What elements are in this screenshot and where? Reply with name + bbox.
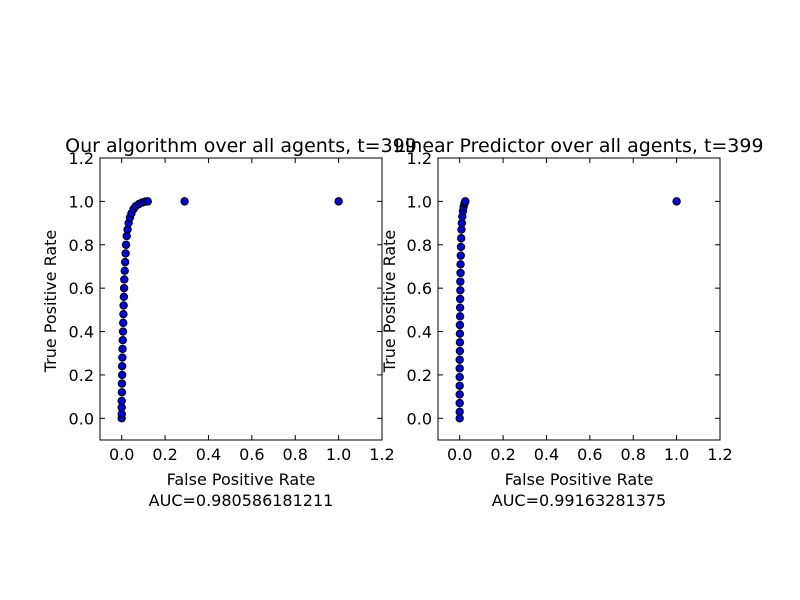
data-point	[461, 197, 470, 206]
data-point	[121, 240, 131, 249]
data-point	[118, 353, 127, 362]
data-point	[119, 283, 129, 293]
data-point	[117, 388, 127, 397]
x-tick-label: 0.4	[534, 445, 559, 464]
y-axis-label-left: True Positive Rate	[41, 230, 60, 374]
data-point	[118, 344, 127, 354]
x-tick-label: 1.0	[664, 445, 689, 464]
x-axis-label-right: False Positive Rate	[505, 470, 654, 489]
x-tick-label: 0.8	[283, 445, 308, 464]
x-tick-label: 1.2	[369, 445, 394, 464]
data-point	[120, 257, 130, 267]
data-point	[455, 320, 465, 330]
data-point	[455, 312, 465, 321]
data-point	[456, 242, 466, 252]
data-point	[119, 309, 128, 319]
auc-annotation-left: AUC=0.980586181211	[149, 491, 334, 510]
data-point	[456, 251, 465, 260]
chart-title-left: Our algorithm over all agents, t=399	[65, 135, 417, 157]
data-point	[455, 398, 464, 408]
y-axis-label-right: True Positive Rate	[380, 230, 399, 374]
data-point	[143, 197, 152, 206]
y-tick-label: 0.2	[69, 366, 94, 385]
y-tick-label: 1.2	[407, 149, 432, 168]
data-point	[455, 364, 464, 373]
data-point	[455, 338, 465, 347]
data-point	[120, 275, 129, 284]
plot-area-left: 0.0 0.2 0.4 0.6 0.8 1.0 1.2 0.0 0.2 0.4 0.6 0.8 1.0 1…	[69, 149, 395, 464]
axes-frame-right	[437, 157, 721, 441]
data-point	[118, 336, 127, 345]
data-point	[455, 355, 464, 364]
y-tick-label: 0.8	[407, 236, 432, 255]
data-point	[456, 268, 465, 278]
y-tick-label: 0.0	[69, 409, 94, 428]
data-point	[119, 292, 129, 302]
data-point	[117, 370, 127, 380]
data-point	[457, 234, 466, 243]
data-point	[672, 197, 681, 206]
data-point	[455, 381, 464, 390]
data-point	[456, 260, 465, 269]
data-point	[121, 249, 130, 258]
data-point	[455, 329, 465, 338]
data-point	[117, 379, 127, 388]
y-tick-label: 0.6	[69, 279, 94, 298]
x-tick-label: 0.2	[490, 445, 515, 464]
x-tick-label: 1.0	[326, 445, 351, 464]
axes-frame-left	[99, 157, 383, 441]
data-point	[119, 301, 128, 310]
x-tick-label: 0.8	[621, 445, 646, 464]
chart-title-right: Linear Predictor over all agents, t=399	[394, 135, 763, 157]
y-tick-label: 0.0	[407, 409, 432, 428]
data-point	[117, 396, 126, 406]
data-point	[119, 318, 128, 328]
x-tick-label: 0.6	[239, 445, 264, 464]
data-point	[117, 362, 127, 371]
y-tick-label: 1.2	[69, 149, 94, 168]
data-point	[180, 197, 189, 206]
data-point	[455, 390, 464, 399]
x-tick-label: 0.0	[447, 445, 472, 464]
data-point	[118, 327, 128, 336]
auc-annotation-right: AUC=0.99163281375	[492, 491, 666, 510]
y-tick-label: 0.8	[69, 236, 94, 255]
y-tick-label: 0.6	[407, 279, 432, 298]
data-point	[456, 277, 465, 286]
plot-area-right: 0.0 0.2 0.4 0.6 0.8 1.0 1.2 0.0 0.2 0.4 0.6 0.8 1.0 1…	[407, 149, 733, 464]
x-axis-label-left: False Positive Rate	[167, 470, 316, 489]
y-tick-label: 1.0	[407, 192, 432, 211]
y-tick-label: 0.2	[407, 366, 432, 385]
data-point	[455, 303, 465, 312]
x-tick-label: 1.2	[707, 445, 732, 464]
x-tick-label: 0.6	[577, 445, 602, 464]
subplot-right: Linear Predictor over all agents, t=399 …	[380, 135, 764, 510]
data-point	[455, 346, 465, 356]
x-tick-label: 0.0	[109, 445, 134, 464]
x-tick-label: 0.2	[152, 445, 177, 464]
data-point	[455, 407, 464, 416]
data-point	[456, 286, 465, 295]
y-tick-label: 0.4	[407, 323, 432, 342]
data-point	[455, 294, 465, 304]
data-point	[455, 372, 464, 382]
data-point	[120, 266, 129, 275]
data-point	[334, 197, 343, 206]
subplot-left: Our algorithm over all agents, t=399 0.0…	[41, 135, 417, 510]
y-tick-label: 0.4	[69, 323, 94, 342]
y-tick-label: 1.0	[69, 192, 94, 211]
x-tick-label: 0.4	[196, 445, 221, 464]
